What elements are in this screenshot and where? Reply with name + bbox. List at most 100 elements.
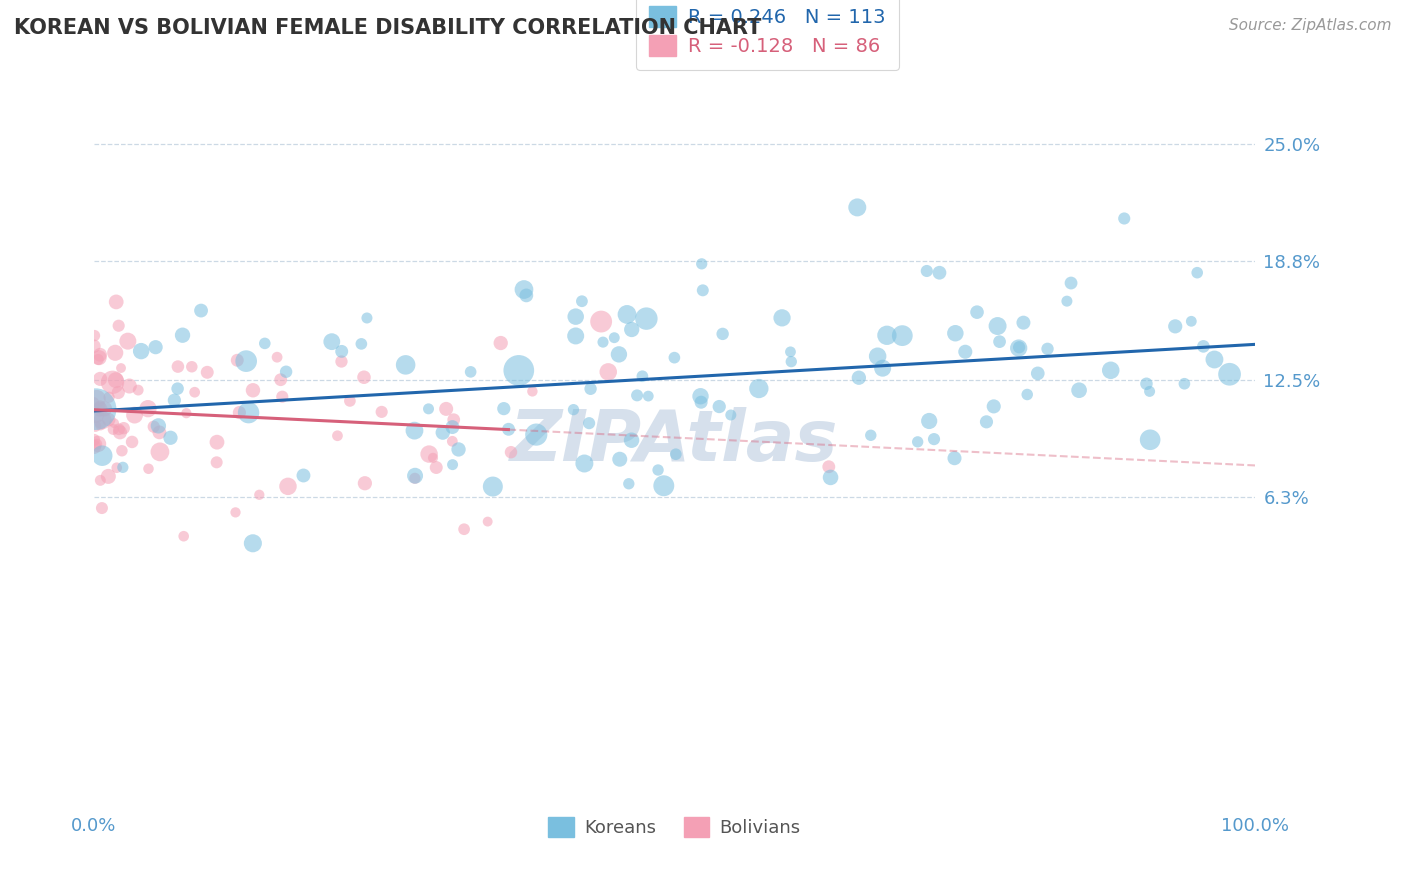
Point (779, 344, 801, 359)
Point (1056, 294, 1078, 309)
Point (118, 379, 141, 393)
Point (107, 318, 129, 333)
Point (326, 429, 349, 443)
Point (97, 469, 120, 483)
Point (598, 365, 620, 379)
Point (579, 382, 602, 396)
Point (108, 422, 131, 436)
Point (928, 266, 950, 280)
Point (101, 376, 124, 390)
Point (617, 476, 640, 491)
Point (425, 460, 447, 475)
Point (1219, 368, 1241, 382)
Point (404, 468, 426, 483)
Point (1139, 433, 1161, 447)
Point (616, 308, 638, 322)
Point (176, 406, 198, 420)
Point (915, 264, 938, 278)
Point (138, 462, 160, 476)
Point (770, 310, 793, 325)
Point (142, 419, 165, 434)
Point (988, 334, 1011, 349)
Point (89, 402, 111, 417)
Point (87, 437, 110, 451)
Point (270, 373, 292, 387)
Point (172, 328, 194, 343)
Point (571, 294, 593, 309)
Point (820, 470, 842, 484)
Point (690, 395, 713, 409)
Point (918, 414, 941, 428)
Point (609, 452, 631, 467)
Point (121, 434, 143, 449)
Point (159, 431, 181, 445)
Point (1026, 367, 1049, 381)
Point (976, 415, 998, 429)
Point (339, 393, 361, 408)
Point (574, 457, 596, 471)
Point (1099, 363, 1122, 377)
Point (817, 459, 839, 474)
Point (1204, 352, 1226, 367)
Point (477, 515, 499, 529)
Point (404, 471, 426, 485)
Point (195, 365, 218, 379)
Point (356, 310, 378, 325)
Point (690, 257, 713, 271)
Point (1017, 387, 1039, 401)
Point (166, 382, 188, 396)
Point (689, 389, 711, 403)
Point (124, 408, 146, 422)
Point (664, 351, 686, 365)
Point (876, 328, 898, 343)
Point (235, 354, 257, 368)
Point (93, 401, 115, 416)
Point (163, 393, 186, 408)
Point (1173, 376, 1195, 391)
Point (859, 428, 882, 442)
Point (499, 445, 522, 459)
Point (1008, 340, 1031, 354)
Point (91, 449, 114, 463)
Point (89, 399, 111, 413)
Point (105, 460, 128, 475)
Point (522, 384, 544, 399)
Point (83, 433, 105, 447)
Text: KOREAN VS BOLIVIAN FEMALE DISABILITY CORRELATION CHART: KOREAN VS BOLIVIAN FEMALE DISABILITY COR… (14, 18, 762, 37)
Point (145, 340, 167, 354)
Point (1185, 266, 1208, 280)
Point (89, 372, 111, 386)
Point (748, 382, 770, 396)
Point (943, 326, 966, 341)
Point (692, 283, 714, 297)
Point (447, 442, 470, 457)
Point (86, 437, 108, 451)
Text: ZIPAtlas: ZIPAtlas (510, 407, 839, 476)
Point (943, 451, 966, 466)
Point (422, 450, 444, 465)
Point (83, 339, 105, 353)
Point (89, 418, 111, 433)
Point (330, 344, 353, 359)
Point (955, 344, 977, 359)
Point (111, 443, 134, 458)
Point (117, 334, 139, 348)
Point (453, 522, 475, 536)
Point (636, 311, 658, 326)
Point (127, 383, 149, 397)
Point (564, 329, 586, 343)
Point (274, 365, 297, 379)
Point (89, 348, 111, 362)
Point (1164, 319, 1187, 334)
Point (966, 305, 988, 319)
Point (84, 419, 107, 434)
Point (515, 288, 537, 302)
Point (620, 322, 643, 336)
Point (242, 536, 264, 550)
Point (846, 201, 869, 215)
Point (983, 400, 1005, 414)
Text: Source: ZipAtlas.com: Source: ZipAtlas.com (1229, 18, 1392, 33)
Point (98, 390, 121, 404)
Point (665, 447, 688, 461)
Point (907, 434, 929, 449)
